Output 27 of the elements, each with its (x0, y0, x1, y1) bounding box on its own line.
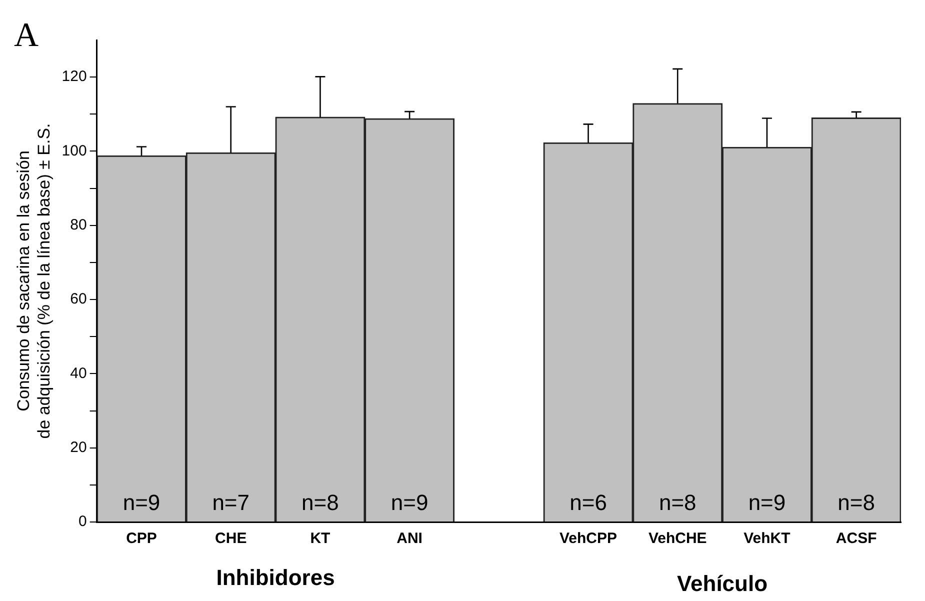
y-tick-label: 80 (70, 216, 87, 234)
y-tick-label: 120 (62, 68, 87, 86)
annotation: n=7 (212, 490, 250, 515)
y-tick-label: 40 (70, 364, 87, 382)
annotation: n=9 (748, 490, 786, 515)
x-tick-label: KT (310, 530, 330, 548)
annotation: n=9 (122, 490, 160, 515)
text: Inhibidores (216, 565, 335, 590)
y-tick-label: 60 (70, 290, 87, 308)
y-axis-title: Consumo de sacarina en la sesión de adquisición (% de la línea base) ± E.S. (14, 123, 54, 439)
x-tick-label: CHE (215, 530, 247, 548)
text: A (14, 17, 39, 54)
annotation: n=8 (658, 490, 696, 515)
x-tick-label: CPP (126, 530, 157, 548)
annotation: n=8 (838, 490, 875, 515)
y-tick-label: 0 (78, 513, 87, 530)
x-tick-label: ACSF (836, 530, 877, 548)
x-tick-label: VehCHE (648, 530, 707, 548)
x-tick-label: ANI (396, 530, 422, 548)
x-tick-label: VehCPP (560, 530, 618, 548)
x-tick-label: VehKT (744, 530, 790, 548)
y-tick-label: 100 (62, 142, 87, 160)
annotation: n=8 (302, 490, 339, 515)
text: Vehículo (677, 571, 768, 596)
annotation: n=6 (570, 490, 607, 515)
y-tick-label: 20 (70, 438, 87, 456)
annotation: n=9 (390, 490, 428, 515)
